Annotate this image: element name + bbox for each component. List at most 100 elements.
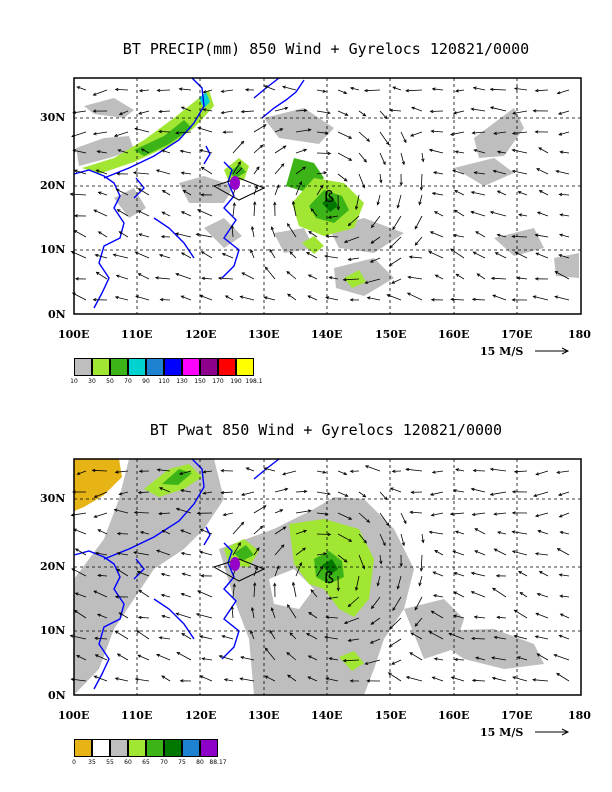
wind-vector bbox=[157, 469, 171, 472]
wind-vector-head bbox=[431, 192, 436, 196]
wind-vector bbox=[494, 512, 507, 515]
wind-vector-head bbox=[284, 487, 289, 492]
wind-vector bbox=[138, 210, 150, 217]
wind-vector bbox=[497, 616, 507, 619]
wind-vector-head bbox=[348, 157, 353, 161]
wind-vector bbox=[95, 254, 108, 259]
wind-vector bbox=[337, 89, 347, 94]
wind-vector bbox=[490, 88, 507, 91]
wind-vector-head bbox=[535, 252, 540, 256]
wind-vector-head bbox=[138, 469, 143, 473]
wind-vector bbox=[114, 509, 129, 514]
wind-vector bbox=[95, 654, 108, 661]
wind-vector-head bbox=[221, 253, 226, 257]
wind-vector-head bbox=[160, 235, 165, 239]
wind-vector bbox=[512, 149, 528, 154]
wind-vector bbox=[282, 86, 297, 91]
wind-vector bbox=[434, 211, 444, 217]
wind-vector bbox=[97, 529, 108, 535]
wind-vector bbox=[370, 638, 381, 644]
wind-vector-head bbox=[94, 253, 99, 258]
wind-vector-head bbox=[432, 171, 437, 175]
wind-vector bbox=[454, 659, 465, 661]
wind-vector bbox=[391, 659, 402, 665]
wind-vector bbox=[141, 148, 150, 154]
wind-vector bbox=[379, 512, 390, 526]
wind-vector bbox=[307, 295, 318, 301]
wind-vector bbox=[535, 636, 549, 640]
wind-vector bbox=[475, 657, 486, 661]
wind-vector-head bbox=[348, 135, 353, 139]
wind-vector-head bbox=[178, 87, 183, 91]
wind-vector-head bbox=[327, 492, 331, 496]
wind-vector bbox=[93, 89, 108, 96]
colorbar-swatch bbox=[128, 358, 146, 376]
wind-vector-head bbox=[538, 147, 543, 151]
wind-vector-head bbox=[327, 532, 332, 537]
wind-vector-head bbox=[112, 253, 117, 257]
wind-vector-head bbox=[511, 530, 516, 534]
wind-vector bbox=[271, 226, 276, 238]
wind-vector-head bbox=[240, 109, 245, 114]
wind-vector bbox=[232, 542, 241, 556]
wind-vector-head bbox=[250, 249, 254, 253]
wind-vector-head bbox=[392, 86, 397, 90]
wind-vector-head bbox=[323, 552, 328, 556]
panel1-wind-vectors bbox=[69, 85, 570, 302]
colorbar-tick-label: 198.1 bbox=[245, 378, 263, 385]
wind-vector bbox=[295, 562, 302, 577]
wind-vector bbox=[337, 491, 348, 497]
wind-vector-head bbox=[535, 513, 539, 518]
wind-vector bbox=[514, 88, 528, 91]
lon-label: 170E bbox=[501, 328, 533, 341]
lat-label: 20N bbox=[40, 179, 66, 192]
wind-vector bbox=[365, 659, 381, 665]
wind-vector bbox=[138, 589, 150, 598]
wind-vector bbox=[73, 528, 87, 535]
wind-vector-head bbox=[137, 188, 142, 192]
wind-vector-head bbox=[554, 295, 559, 299]
wind-vector bbox=[492, 294, 507, 301]
lat-label: 20N bbox=[40, 560, 66, 573]
wind-vector bbox=[73, 110, 87, 114]
wind-vector bbox=[223, 512, 234, 516]
wind-vector bbox=[161, 594, 171, 598]
wind-vector bbox=[274, 488, 288, 493]
wind-vector-head bbox=[418, 201, 422, 206]
wind-vector bbox=[539, 571, 549, 577]
wind-vector bbox=[474, 550, 486, 556]
wind-vector-head bbox=[253, 582, 257, 586]
wind-vector bbox=[274, 184, 280, 196]
wind-vector-head bbox=[325, 615, 330, 619]
wind-vector bbox=[344, 617, 360, 624]
wind-vector bbox=[308, 231, 318, 238]
wind-vector-head bbox=[364, 661, 369, 665]
wind-vector bbox=[431, 512, 444, 516]
wind-vector-head bbox=[138, 589, 143, 594]
wind-vector-head bbox=[370, 240, 375, 244]
wind-vector bbox=[95, 552, 108, 556]
wind-vector bbox=[181, 106, 192, 112]
wind-vector-head bbox=[76, 655, 80, 659]
wind-vector-head bbox=[555, 170, 560, 174]
wind-vector-head bbox=[405, 467, 410, 472]
wind-vector bbox=[316, 553, 327, 556]
wind-vector bbox=[264, 85, 276, 91]
wind-vector-head bbox=[370, 605, 375, 610]
panel2-wind-vectors bbox=[69, 465, 570, 683]
wind-vector bbox=[490, 491, 507, 496]
wind-vector bbox=[348, 257, 360, 261]
wind-vector bbox=[558, 491, 570, 496]
wind-vector bbox=[515, 251, 528, 259]
wind-vector-head bbox=[279, 128, 284, 132]
wind-vector-head bbox=[396, 204, 400, 209]
wind-vector bbox=[76, 655, 87, 661]
wind-vector bbox=[557, 548, 570, 556]
wind-vector-head bbox=[232, 202, 236, 207]
wind-vector bbox=[200, 675, 213, 682]
wind-vector-head bbox=[428, 631, 433, 635]
wind-vector bbox=[474, 172, 486, 175]
panel2-reference-vector-arrow bbox=[535, 728, 570, 736]
wind-vector-head bbox=[196, 511, 201, 515]
lon-label: 110E bbox=[121, 328, 153, 341]
